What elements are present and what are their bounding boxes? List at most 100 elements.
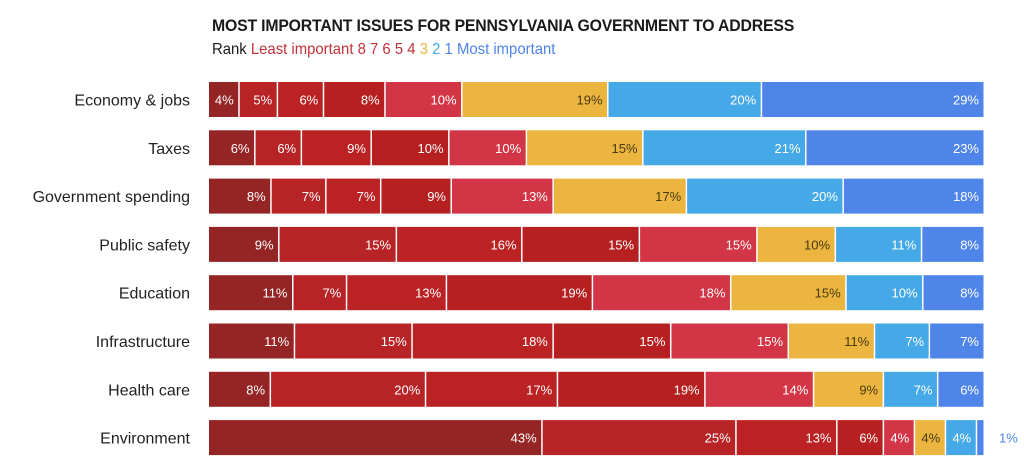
bar-segment — [209, 323, 294, 359]
value-label: 15% — [612, 141, 638, 156]
value-label: 1% — [999, 431, 1018, 446]
bar-segment — [447, 275, 592, 311]
bar-segment — [397, 226, 522, 262]
category-label: Taxes — [148, 141, 190, 158]
bar-segment — [302, 130, 371, 166]
value-label: 4% — [215, 93, 234, 108]
value-label: 17% — [655, 189, 681, 204]
bar-row: Government spending 8% 7% 7% 9% 13% 17% 20% 18% — [33, 178, 984, 214]
legend-rank-8: 8 — [357, 41, 366, 58]
bar-segment — [255, 130, 301, 166]
category-label: Infrastructure — [96, 334, 190, 351]
bar-segment — [553, 323, 670, 359]
value-label: 20% — [812, 189, 838, 204]
bar-segment — [884, 420, 914, 456]
value-label: 14% — [782, 382, 808, 397]
chart-legend: Rank Least important 8 7 6 5 4 3 2 1 Mos… — [212, 41, 555, 59]
category-label: Government spending — [33, 189, 190, 206]
value-label: 10% — [431, 93, 457, 108]
value-label: 15% — [639, 334, 665, 349]
value-label: 9% — [347, 141, 366, 156]
bar-segment — [643, 130, 806, 166]
bar-segment — [278, 82, 323, 117]
value-label: 8% — [247, 189, 266, 204]
bar-segment — [846, 275, 923, 311]
bar-segment — [426, 371, 557, 407]
category-label: Economy & jobs — [74, 93, 190, 110]
value-label: 10% — [892, 286, 918, 301]
value-label: 18% — [699, 286, 725, 301]
bar-row: Infrastructure 11% 15% 18% 15% 15% 11% 7% 7% — [96, 323, 984, 359]
value-label: 25% — [705, 431, 731, 446]
bar-segment — [527, 130, 643, 166]
bar-segment — [209, 275, 293, 311]
value-label: 13% — [806, 431, 832, 446]
value-label: 9% — [255, 237, 274, 252]
bar-segment — [687, 178, 843, 214]
bar-segment — [293, 275, 346, 311]
value-label: 10% — [804, 237, 830, 252]
bar-segment — [271, 178, 326, 214]
category-label: Health care — [108, 382, 190, 399]
value-label: 15% — [608, 237, 634, 252]
bar-segment — [209, 178, 271, 214]
bar-segment — [923, 275, 984, 311]
bar-segment — [946, 420, 976, 456]
bar-segment — [558, 371, 705, 407]
bar-segment — [451, 178, 553, 214]
value-label: 11% — [264, 334, 289, 349]
bar-segment — [209, 130, 255, 166]
bar-segment — [757, 226, 835, 262]
bar-segment — [271, 371, 425, 407]
value-label: 15% — [381, 334, 407, 349]
value-label: 8% — [361, 93, 380, 108]
value-label: 19% — [561, 286, 587, 301]
value-label: 7% — [323, 286, 342, 301]
value-label: 18% — [522, 334, 548, 349]
bar-segment — [938, 371, 984, 407]
chart-title: MOST IMPORTANT ISSUES FOR PENNSYLVANIA G… — [212, 16, 795, 35]
value-label: 15% — [726, 237, 752, 252]
value-label: 4% — [921, 431, 940, 446]
bar-segment — [239, 82, 277, 117]
value-label: 6% — [859, 431, 878, 446]
value-label: 9% — [427, 189, 446, 204]
value-label: 6% — [299, 93, 318, 108]
bar-segment — [736, 420, 837, 456]
bar-segment — [843, 178, 984, 214]
value-label: 29% — [953, 93, 979, 108]
value-label: 18% — [953, 189, 979, 204]
value-label: 7% — [914, 382, 933, 397]
bar-segment — [593, 275, 730, 311]
bar-segment — [326, 178, 380, 214]
value-label: 10% — [495, 141, 521, 156]
bar-segment — [789, 323, 874, 359]
bar-segment — [324, 82, 385, 117]
value-label: 7% — [960, 334, 979, 349]
value-label: 15% — [815, 286, 841, 301]
value-label: 11% — [891, 237, 916, 252]
bar-segment — [449, 130, 526, 166]
value-label: 6% — [960, 382, 979, 397]
value-label: 43% — [511, 431, 537, 446]
bar-row: Taxes 6% 6% 9% 10% 10% 15% 21% 23% — [148, 130, 984, 166]
bar-segment — [209, 420, 542, 456]
bar-segment — [209, 82, 239, 117]
value-label: 17% — [526, 382, 552, 397]
value-label: 9% — [859, 382, 878, 397]
bar-segment — [385, 82, 462, 117]
value-label: 4% — [890, 431, 909, 446]
legend-rank-4: 4 — [407, 41, 416, 58]
bar-segment — [930, 323, 984, 359]
bar-segment — [522, 226, 639, 262]
category-label: Public safety — [99, 237, 190, 254]
value-label: 20% — [394, 382, 420, 397]
bar-segment — [731, 275, 846, 311]
bar-segment — [371, 130, 449, 166]
bar-segment — [412, 323, 553, 359]
bar-segment — [209, 226, 279, 262]
bar-segment — [915, 420, 945, 456]
value-label: 15% — [365, 237, 391, 252]
bar-segment — [671, 323, 788, 359]
bar-segment — [977, 420, 984, 456]
